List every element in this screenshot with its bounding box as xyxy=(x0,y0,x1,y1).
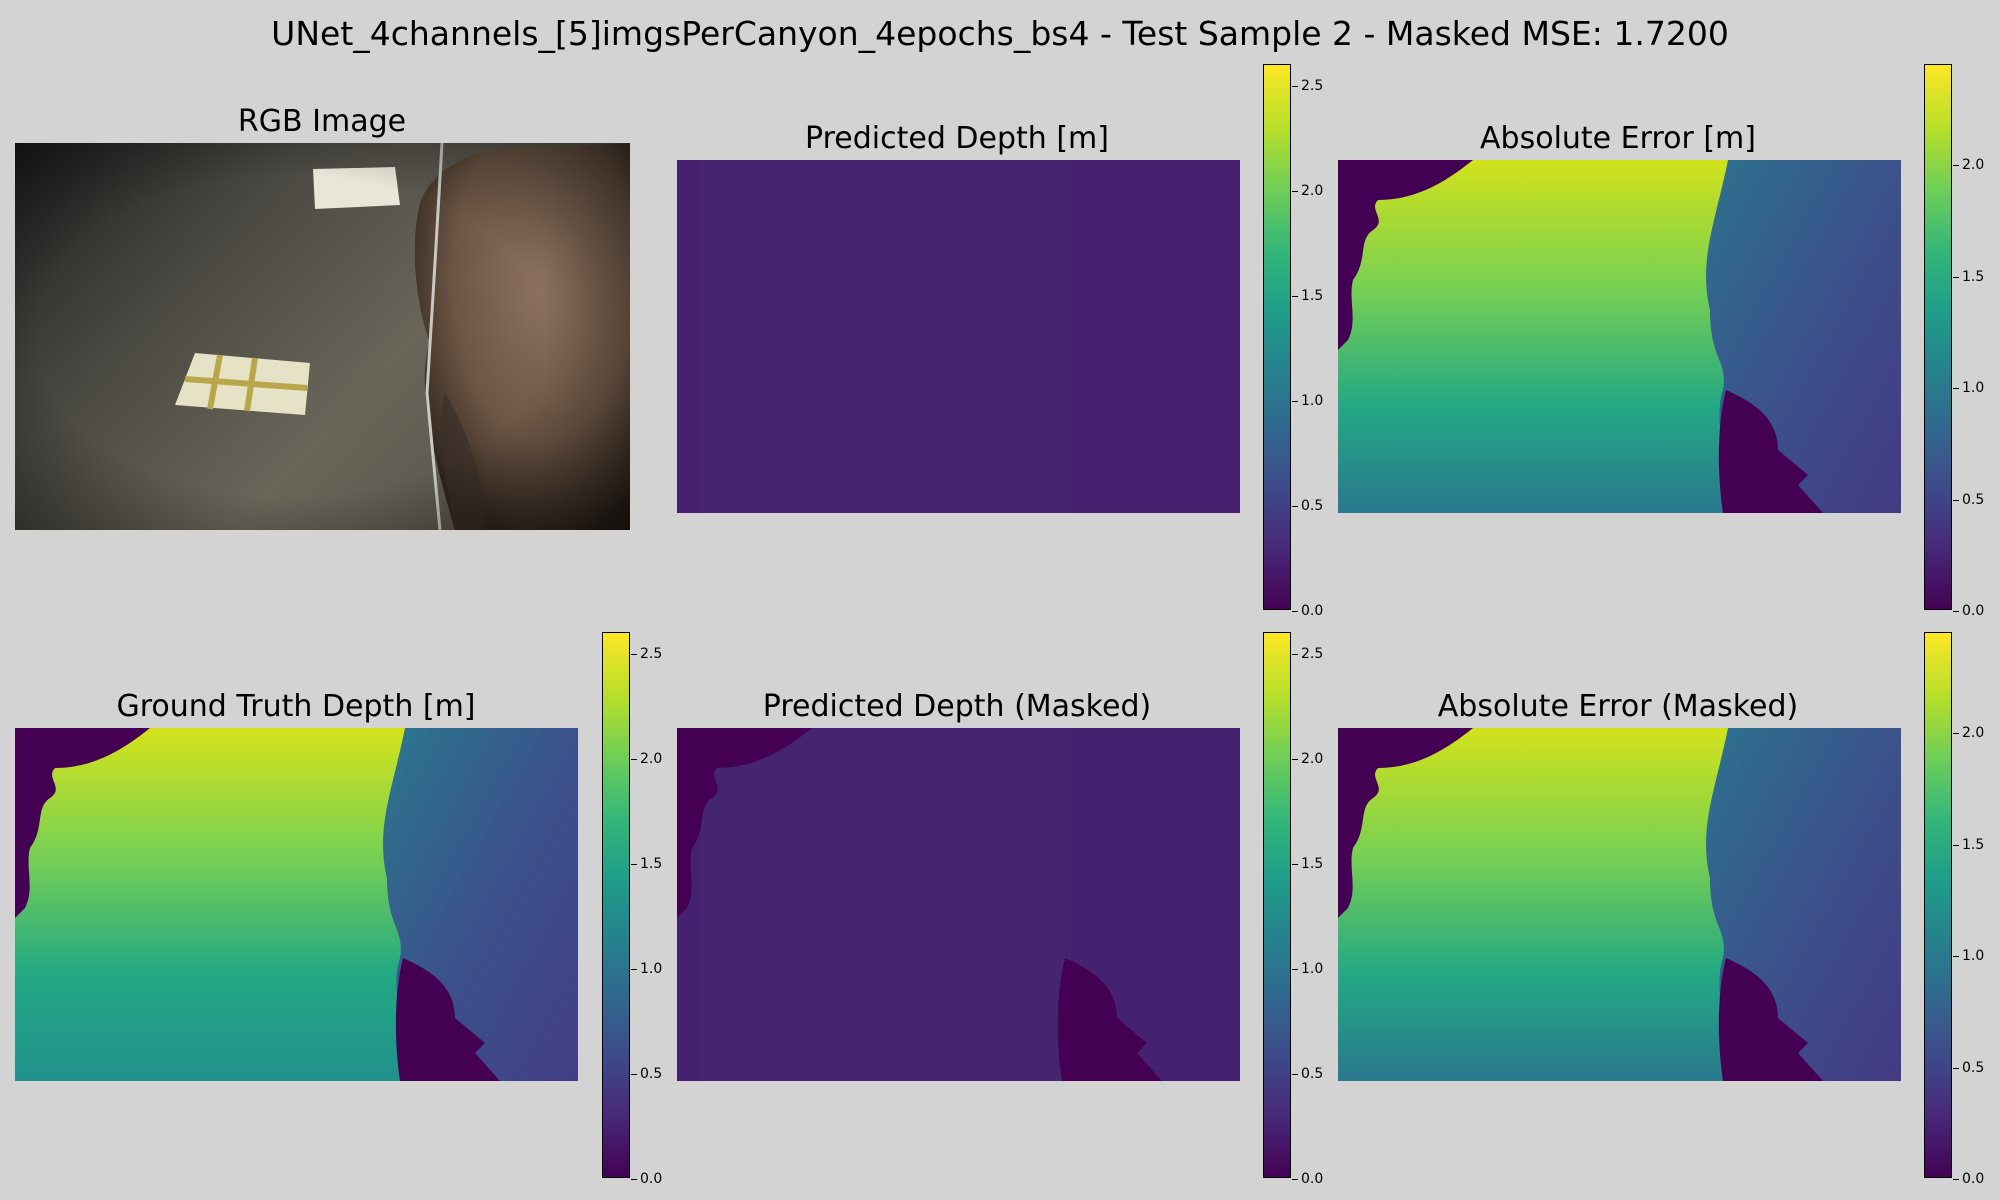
colorbar-tick-label: 0.5 xyxy=(1301,1066,1324,1082)
colorbar-tick-mark xyxy=(1292,506,1298,507)
colorbar-tick-mark xyxy=(1292,759,1298,760)
colorbar-tick-label: 0.5 xyxy=(1962,1059,1985,1076)
predicted-depth-masked-map xyxy=(677,728,1240,1081)
predicted-depth-masked-colorbar: 0.0 0.5 1.0 1.5 2.0 2.5 xyxy=(1263,632,1323,1187)
colorbar-tick-mark xyxy=(1953,165,1959,167)
absolute-error-title: Absolute Error [m] xyxy=(1480,121,1756,156)
colorbar-tick-mark xyxy=(1953,1179,1959,1180)
colorbar-tick-label: 0.5 xyxy=(1962,491,1985,508)
colorbar-tick-mark xyxy=(631,864,637,865)
colorbar-tick-mark xyxy=(1292,191,1298,192)
absolute-error-masked-colorbar: 0.0 0.5 1.0 1.5 2.0 xyxy=(1924,632,1984,1187)
colorbar-tick-label: 0.0 xyxy=(1962,1171,1985,1187)
colorbar-tick-label: 0.0 xyxy=(640,1171,663,1187)
colorbar-tick-label: 1.5 xyxy=(640,856,663,872)
predicted-depth-masked-title: Predicted Depth (Masked) xyxy=(762,689,1152,724)
colorbar-tick-mark xyxy=(1292,611,1298,612)
colorbar-tick-mark xyxy=(631,1179,637,1180)
ground-truth-colorbar: 0.0 0.5 1.0 1.5 2.0 2.5 xyxy=(602,632,662,1187)
colorbar-tick-mark xyxy=(1953,388,1959,390)
rgb-image-title: RGB Image xyxy=(237,104,407,139)
colorbar-tick-mark xyxy=(1292,86,1298,87)
colorbar-tick-label: 2.5 xyxy=(640,646,663,662)
colorbar-tick-label: 2.5 xyxy=(1301,646,1324,662)
colorbar-tick-mark xyxy=(1292,969,1298,970)
predicted-depth-map xyxy=(677,160,1240,513)
predicted-depth-title: Predicted Depth [m] xyxy=(805,121,1109,156)
colorbar-tick-label: 0.0 xyxy=(1962,603,1985,619)
colorbar-tick-label: 1.0 xyxy=(1962,380,1985,397)
colorbar-tick-label: 2.0 xyxy=(1301,751,1324,767)
colorbar-tick-label: 0.5 xyxy=(640,1066,663,1082)
colorbar-tick-label: 1.0 xyxy=(1301,961,1324,977)
colorbar-tick-mark xyxy=(1292,296,1298,297)
absolute-error-masked-title: Absolute Error (Masked) xyxy=(1437,689,1799,724)
colorbar-tick-label: 2.0 xyxy=(1962,157,1985,174)
colorbar-tick-label: 1.0 xyxy=(640,961,663,977)
colorbar-tick-mark xyxy=(1953,733,1959,735)
colorbar-tick-mark xyxy=(1292,864,1298,865)
colorbar-tick-mark xyxy=(1292,401,1298,402)
predicted-depth-colorbar: 0.0 0.5 1.0 1.5 2.0 2.5 xyxy=(1263,64,1323,619)
absolute-error-map xyxy=(1338,160,1901,513)
colorbar-tick-label: 2.0 xyxy=(1301,183,1324,199)
absolute-error-colorbar: 0.0 0.5 1.0 1.5 2.0 xyxy=(1924,64,1984,619)
colorbar-tick-mark xyxy=(1953,1067,1959,1069)
absolute-error-masked-map xyxy=(1338,728,1901,1081)
colorbar-tick-label: 2.0 xyxy=(1962,725,1985,742)
colorbar-tick-mark xyxy=(1953,499,1959,501)
colorbar-tick-mark xyxy=(1292,1179,1298,1180)
ground-truth-depth-title: Ground Truth Depth [m] xyxy=(116,689,476,724)
colorbar-tick-label: 1.0 xyxy=(1301,393,1324,409)
colorbar-tick-label: 1.5 xyxy=(1962,836,1985,853)
colorbar-tick-mark xyxy=(631,1074,637,1075)
colorbar-tick-label: 0.0 xyxy=(1301,1171,1324,1187)
colorbar-tick-mark xyxy=(1953,844,1959,846)
colorbar-tick-label: 2.0 xyxy=(640,751,663,767)
colorbar-tick-label: 2.5 xyxy=(1301,78,1324,94)
colorbar-tick-mark xyxy=(1953,956,1959,958)
colorbar-tick-mark xyxy=(631,759,637,760)
rgb-image-panel xyxy=(15,143,630,530)
colorbar-tick-label: 1.5 xyxy=(1301,288,1324,304)
colorbar-tick-label: 0.0 xyxy=(1301,603,1324,619)
colorbar-tick-mark xyxy=(1292,1074,1298,1075)
colorbar-tick-label: 1.5 xyxy=(1962,268,1985,285)
colorbar-tick-mark xyxy=(1953,611,1959,612)
colorbar-tick-label: 1.5 xyxy=(1301,856,1324,872)
ground-truth-depth-map xyxy=(15,728,578,1081)
figure-suptitle: UNet_4channels_[5]imgsPerCanyon_4epochs_… xyxy=(271,14,1729,53)
colorbar-tick-mark xyxy=(631,654,637,655)
colorbar-tick-label: 0.5 xyxy=(1301,498,1324,514)
colorbar-tick-mark xyxy=(1953,276,1959,278)
colorbar-tick-mark xyxy=(631,969,637,970)
colorbar-tick-label: 1.0 xyxy=(1962,948,1985,965)
colorbar-tick-mark xyxy=(1292,654,1298,655)
